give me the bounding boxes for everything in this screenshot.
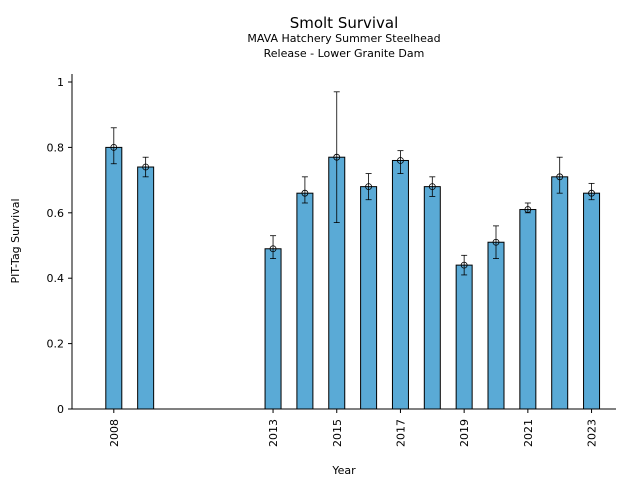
markers-group: [110, 143, 595, 269]
bar-2016: [360, 186, 378, 410]
y-tick-label-0: 0: [57, 403, 64, 416]
y-tick-label-5: 1: [57, 76, 64, 89]
point-2022: [556, 173, 564, 181]
y-tick-label-1: 0.2: [47, 338, 65, 351]
bar-2021: [519, 209, 537, 410]
chart-subtitle-line-1: MAVA Hatchery Summer Steelhead: [247, 32, 440, 45]
x-tick-label-2013: 2013: [267, 419, 280, 447]
x-tick-label-2015: 2015: [331, 419, 344, 447]
bar-2014: [296, 192, 314, 410]
y-axis-label: PIT-Tag Survival: [9, 198, 22, 283]
bar-2018: [423, 186, 441, 410]
point-2013: [269, 245, 277, 253]
y-tick-label-3: 0.6: [47, 207, 65, 220]
point-2008: [110, 143, 118, 151]
chart-title: Smolt Survival: [290, 14, 399, 32]
point-2015: [333, 153, 341, 161]
bar-2023: [583, 192, 601, 410]
point-2016: [365, 183, 373, 191]
point-2017: [397, 157, 404, 164]
bar-2008: [105, 146, 123, 410]
bar-2020: [487, 241, 505, 410]
bars-group: [105, 146, 601, 410]
point-2023: [588, 189, 595, 197]
y-tick-label-2: 0.4: [47, 272, 65, 285]
x-tick-label-2008: 2008: [108, 419, 121, 447]
bar-2019: [455, 264, 473, 410]
point-2019: [460, 261, 468, 269]
bar-2022: [551, 176, 569, 410]
bar-2009: [137, 166, 155, 410]
y-tick-label-4: 0.8: [47, 141, 65, 154]
point-2020: [492, 238, 500, 246]
x-tick-label-2021: 2021: [522, 419, 535, 447]
point-2018: [428, 183, 436, 191]
bar-2017: [391, 159, 409, 410]
x-ticks-group: 2008 2013 2015 2017 2019 2021 2023: [108, 409, 599, 447]
chart-subtitle-line-2: Release - Lower Granite Dam: [264, 47, 425, 60]
x-tick-label-2017: 2017: [394, 419, 407, 447]
x-axis-label: Year: [331, 464, 356, 477]
point-2014: [301, 189, 309, 197]
plot-area: 00.20.40.60.81 2008 2013 2015 2017 2019 2021 2…: [47, 74, 616, 447]
x-tick-label-2019: 2019: [458, 419, 471, 447]
point-2009: [142, 163, 150, 171]
x-tick-label-2023: 2023: [586, 419, 599, 447]
point-2021: [524, 206, 532, 213]
y-ticks-group: 0 0.2 0.4 0.6 0.8 1: [47, 76, 72, 416]
bar-2013: [264, 248, 282, 410]
